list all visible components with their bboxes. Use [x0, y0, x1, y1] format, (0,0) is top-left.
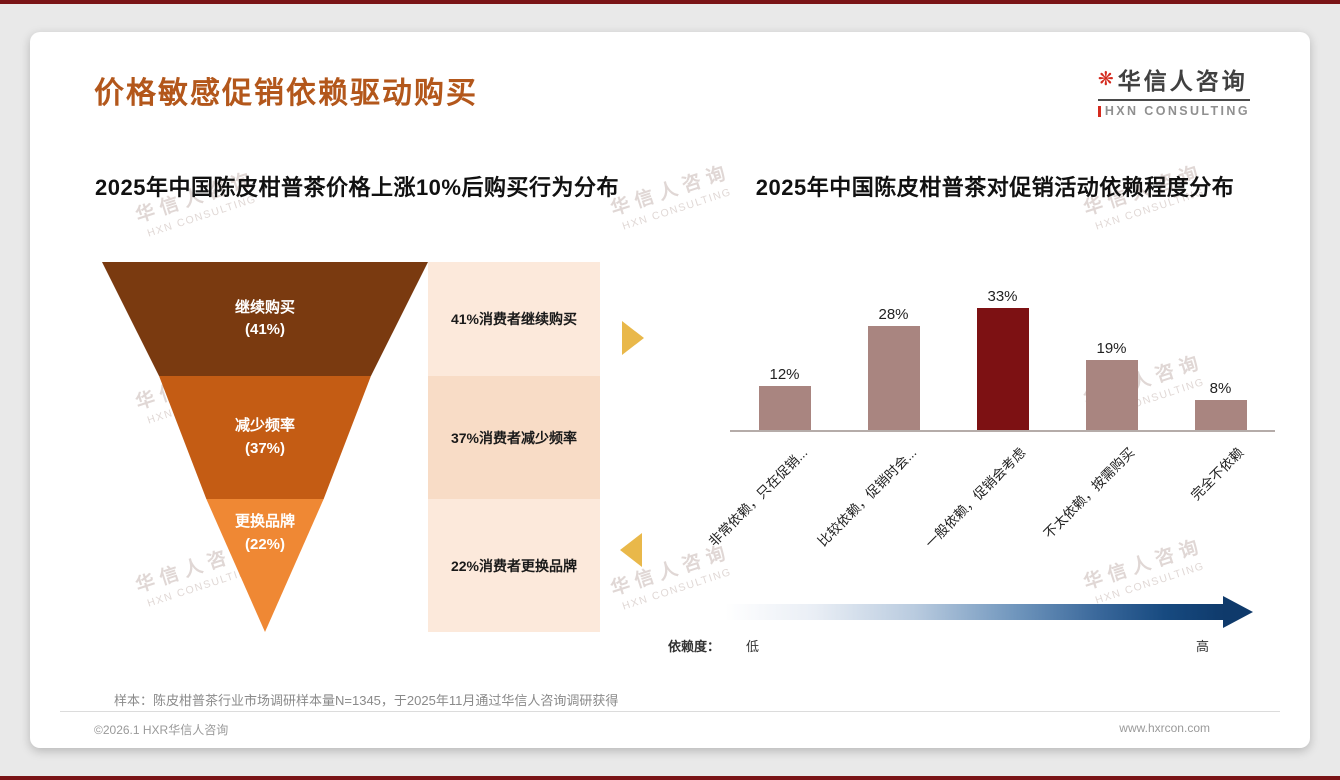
dependence-gradient-bar: [725, 604, 1225, 620]
funnel-level: 继续购买 (41%): [102, 262, 428, 376]
funnel-annotation-row: 37%消费者减少频率: [428, 376, 600, 499]
footer-copyright: ©2026.1 HXR华信人咨询: [94, 723, 229, 737]
bar-value-label: 28%: [878, 306, 909, 323]
bar-slot: 28%: [839, 280, 948, 430]
slide-card: 华信人咨询 HXN CONSULTING 华信人咨询 HXN CONSULTIN…: [30, 32, 1310, 748]
funnel-level-label: 继续购买: [234, 298, 295, 316]
bottom-accent-bar: [0, 776, 1340, 780]
logo-row-cn: ❋ 华信人咨询: [1097, 62, 1250, 101]
bar: [1085, 360, 1138, 430]
bar-slot: 12%: [730, 280, 839, 430]
funnel-level-value: (22%): [244, 535, 285, 553]
funnel-level-text: 更换品牌 (22%): [235, 511, 295, 556]
funnel-level-value: (37%): [244, 439, 285, 457]
bar: [867, 326, 920, 430]
bar: [758, 386, 811, 430]
bar-value-label: 33%: [987, 288, 1018, 305]
logo-en-text: HXN CONSULTING: [1104, 104, 1250, 118]
footer-website: www.hxrcon.com: [1119, 721, 1210, 735]
funnel-annotation-row: 22%消费者更换品牌: [428, 499, 600, 632]
dependence-low-label: 低: [746, 639, 760, 654]
logo-row-en: HXN CONSULTING: [1097, 104, 1250, 118]
bar-value-label: 8%: [1209, 380, 1232, 397]
logo-red-mark-icon: [1097, 105, 1101, 117]
bar-slot: 33%: [948, 280, 1057, 430]
company-logo: ❋ 华信人咨询 HXN CONSULTING: [1097, 62, 1250, 118]
funnel-level: 更换品牌 (22%): [206, 499, 324, 632]
bar-value-label: 19%: [1096, 340, 1127, 357]
flower-icon: ❋: [1097, 68, 1114, 90]
footer-divider: [60, 711, 1280, 712]
funnel-chart: 继续购买 (41%) 减少频率 (37%) 更换品牌 (22%): [102, 262, 428, 632]
funnel-level: 减少频率 (37%): [159, 376, 371, 499]
funnel-level-value: (41%): [244, 321, 285, 338]
funnel-chart-title: 2025年中国陈皮柑普茶价格上涨10%后购买行为分布: [95, 175, 619, 200]
funnel-annotation-row: 41%消费者继续购买: [428, 262, 600, 376]
bar-value-label: 12%: [769, 366, 800, 383]
page-title: 价格敏感促销依赖驱动购买: [94, 77, 478, 110]
bar-chart-x-labels: 非常依赖，只在促销... 比较依赖，促销时会... 一般依赖，促销会考虑 不太依…: [706, 432, 1275, 582]
logo-cn-text: 华信人咨询: [1117, 68, 1248, 94]
dependence-high-label: 高: [1196, 639, 1210, 654]
funnel-annotations: 41%消费者继续购买 37%消费者减少频率 22%消费者更换品牌: [428, 262, 600, 632]
bar: [976, 308, 1029, 430]
bar-slot: 19%: [1057, 280, 1166, 430]
funnel-level-text: 继续购买 (41%): [235, 297, 295, 342]
top-accent-bar: [0, 0, 1340, 4]
bar-chart-plot: 12% 28% 33% 19% 8%: [730, 280, 1275, 432]
dependence-gradient-arrowhead-icon: [1223, 596, 1253, 628]
funnel-level-label: 减少频率: [234, 417, 295, 434]
sample-footnote: 样本：陈皮柑普茶行业市场调研样本量N=1345，于2025年11月通过华信人咨询…: [114, 693, 619, 708]
bar-chart-title: 2025年中国陈皮柑普茶对促销活动依赖程度分布: [755, 175, 1235, 200]
funnel-level-text: 减少频率 (37%): [235, 415, 295, 460]
funnel-level-label: 更换品牌: [234, 513, 295, 530]
bar-slot: 8%: [1166, 280, 1275, 430]
arrow-left-icon: [620, 533, 642, 567]
bar: [1194, 400, 1247, 430]
dependence-legend-label: 依赖度：: [668, 639, 721, 654]
arrow-right-icon: [622, 321, 644, 355]
